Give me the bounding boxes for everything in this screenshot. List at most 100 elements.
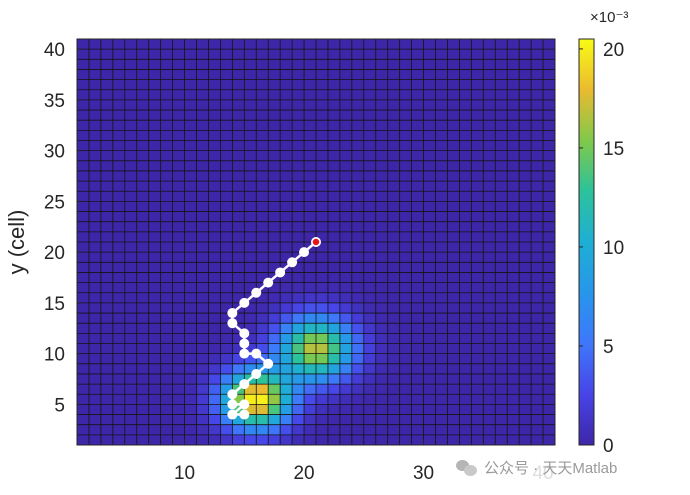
- heatmap-cell: [244, 150, 257, 162]
- heatmap-cell: [112, 373, 126, 385]
- heatmap-cell: [363, 404, 377, 415]
- heatmap-cell: [399, 130, 412, 141]
- heatmap-cell: [316, 394, 329, 405]
- heatmap-cell: [495, 130, 508, 141]
- heatmap-cell: [375, 292, 388, 304]
- heatmap-cell: [327, 363, 341, 375]
- heatmap-cell: [220, 384, 233, 395]
- heatmap-cell: [339, 89, 353, 101]
- heatmap-cell: [447, 170, 460, 182]
- heatmap-cell: [471, 424, 484, 436]
- heatmap-cell: [112, 211, 126, 222]
- heatmap-cell: [339, 272, 353, 283]
- heatmap-cell: [316, 404, 329, 415]
- heatmap-cell: [483, 181, 496, 192]
- heatmap-cell: [172, 39, 185, 50]
- heatmap-cell: [339, 414, 353, 425]
- heatmap-cell: [339, 120, 353, 131]
- heatmap-cell: [363, 59, 377, 70]
- heatmap-cell: [184, 434, 197, 446]
- heatmap-cell: [280, 120, 293, 131]
- heatmap-cell: [519, 49, 532, 60]
- heatmap-cell: [375, 434, 388, 446]
- heatmap-cell: [88, 79, 102, 91]
- heatmap-cell: [495, 160, 508, 172]
- heatmap-cell: [184, 424, 197, 436]
- heatmap-cell: [208, 221, 221, 233]
- heatmap-cell: [268, 49, 281, 60]
- heatmap-cell: [292, 150, 305, 162]
- heatmap-cell: [112, 191, 126, 202]
- heatmap-cell: [220, 242, 233, 253]
- heatmap-cell: [88, 110, 102, 121]
- heatmap-cell: [232, 201, 245, 212]
- heatmap-cell: [124, 262, 138, 273]
- heatmap-cell: [232, 414, 245, 425]
- heatmap-cell: [483, 262, 496, 273]
- heatmap-cell: [423, 79, 436, 91]
- heatmap-cell: [483, 150, 496, 162]
- heatmap-cell: [543, 363, 556, 375]
- heatmap-cell: [399, 373, 412, 385]
- heatmap-cell: [77, 69, 90, 80]
- heatmap-cell: [136, 384, 149, 395]
- heatmap-cell: [375, 353, 388, 365]
- heatmap-cell: [148, 79, 161, 91]
- heatmap-cell: [543, 424, 556, 436]
- heatmap-cell: [160, 353, 173, 365]
- heatmap-cell: [184, 160, 197, 172]
- heatmap-cell: [112, 120, 126, 131]
- heatmap-cell: [268, 59, 281, 70]
- heatmap-cell: [435, 414, 448, 425]
- heatmap-cell: [339, 262, 353, 273]
- heatmap-cell: [124, 363, 138, 375]
- heatmap-cell: [77, 181, 90, 192]
- heatmap-cell: [196, 201, 209, 212]
- heatmap-cell: [411, 394, 424, 405]
- heatmap-cell: [136, 99, 149, 111]
- heatmap-cell: [423, 242, 436, 253]
- heatmap-cell: [220, 343, 233, 354]
- heatmap-cell: [268, 89, 281, 101]
- heatmap-cell: [160, 191, 173, 202]
- heatmap-cell: [88, 150, 102, 162]
- heatmap-cell: [327, 252, 341, 263]
- heatmap-cell: [399, 89, 412, 101]
- heatmap-cell: [507, 99, 520, 111]
- heatmap-cell: [256, 373, 269, 385]
- heatmap-cell: [196, 89, 209, 101]
- heatmap-cell: [531, 201, 544, 212]
- heatmap-cell: [495, 49, 508, 60]
- heatmap-cell: [519, 272, 532, 283]
- heatmap-cell: [471, 79, 484, 91]
- heatmap-cell: [363, 181, 377, 192]
- heatmap-cell: [483, 353, 496, 365]
- heatmap-cell: [531, 404, 544, 415]
- heatmap-cell: [172, 201, 185, 212]
- heatmap-cell: [77, 363, 90, 375]
- heatmap-cell: [112, 404, 126, 415]
- heatmap-cell: [100, 79, 114, 91]
- heatmap-cell: [100, 110, 114, 121]
- heatmap-cell: [196, 302, 209, 314]
- heatmap-cell: [351, 242, 365, 253]
- heatmap-cell: [268, 242, 281, 253]
- heatmap-cell: [136, 211, 149, 222]
- heatmap-cell: [304, 333, 317, 344]
- heatmap-cell: [447, 363, 460, 375]
- heatmap-cell: [77, 404, 90, 415]
- heatmap-cell: [136, 130, 149, 141]
- heatmap-cell: [531, 394, 544, 405]
- heatmap-cell: [208, 363, 221, 375]
- heatmap-cell: [387, 292, 400, 304]
- heatmap-cell: [531, 231, 544, 243]
- heatmap-cell: [387, 373, 400, 385]
- heatmap-cell: [519, 404, 532, 415]
- heatmap-cell: [304, 302, 317, 314]
- heatmap-cell: [112, 252, 126, 263]
- heatmap-cell: [399, 252, 412, 263]
- heatmap-cell: [184, 69, 197, 80]
- heatmap-cell: [327, 49, 341, 60]
- heatmap-cell: [112, 79, 126, 91]
- heatmap-cell: [208, 272, 221, 283]
